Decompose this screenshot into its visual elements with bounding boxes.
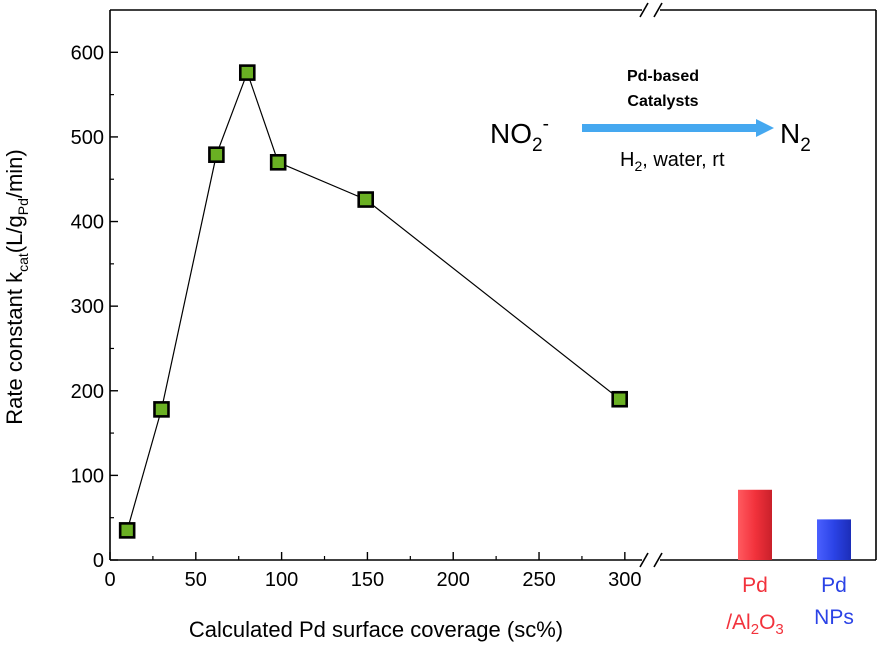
reaction-conditions: H2, water, rt: [620, 149, 725, 174]
x-axis-ticks: 0 50 100 150 200 250 300: [104, 552, 642, 591]
reference-bars: [738, 489, 851, 560]
x-tick-label: 0: [104, 569, 115, 591]
data-point: [357, 191, 375, 208]
y-tick-label: 600: [71, 42, 104, 64]
series-line: [126, 70, 621, 531]
catalyst-label-line1: Pd-based: [627, 68, 699, 85]
data-point: [153, 401, 170, 418]
data-point: [118, 522, 136, 539]
ref-bar-label-pd-nps-line2: NPs: [814, 606, 854, 629]
plot-frame: [109, 2, 877, 568]
product-formula: N2: [780, 118, 811, 156]
y-axis-ticks: 0 100 200 300 400 500 600: [71, 42, 118, 572]
y-axis-label: Rate constant kcat(L/gPd/min): [2, 149, 31, 425]
y-tick-label: 100: [71, 465, 104, 487]
y-tick-label: 300: [71, 296, 104, 318]
catalyst-label-line2: Catalysts: [627, 93, 698, 110]
y-tick-label: 500: [71, 127, 104, 149]
data-point: [611, 390, 628, 408]
data-point: [269, 154, 287, 171]
reactant-formula: NO2-: [490, 114, 549, 156]
data-point: [238, 64, 256, 81]
x-tick-label: 300: [608, 569, 641, 591]
x-tick-label: 100: [265, 569, 298, 591]
reaction-arrow-head: [756, 119, 774, 137]
reference-bar: [738, 489, 772, 560]
x-tick-label: 50: [185, 569, 207, 591]
ref-bar-label-pd-nps-line1: Pd: [821, 574, 847, 597]
reference-bar: [817, 519, 851, 560]
axis-break-bottom: [639, 552, 663, 568]
y-tick-label: 0: [93, 550, 104, 572]
axis-break-top: [639, 2, 663, 18]
x-axis-label: Calculated Pd surface coverage (sc%): [189, 617, 563, 642]
data-point: [208, 146, 225, 163]
x-tick-label: 250: [522, 569, 555, 591]
y-tick-label: 400: [71, 212, 104, 234]
ref-bar-label-pd-al2o3-line2: /Al2O3: [726, 611, 784, 638]
x-tick-label: 150: [351, 569, 384, 591]
ref-bar-label-pd-al2o3-line1: Pd: [742, 574, 768, 597]
series-points: [118, 64, 628, 539]
reaction-annotation: NO2- Pd-based Catalysts H2, water, rt N2: [490, 68, 811, 174]
y-tick-label: 200: [71, 381, 104, 403]
x-tick-label: 200: [437, 569, 470, 591]
